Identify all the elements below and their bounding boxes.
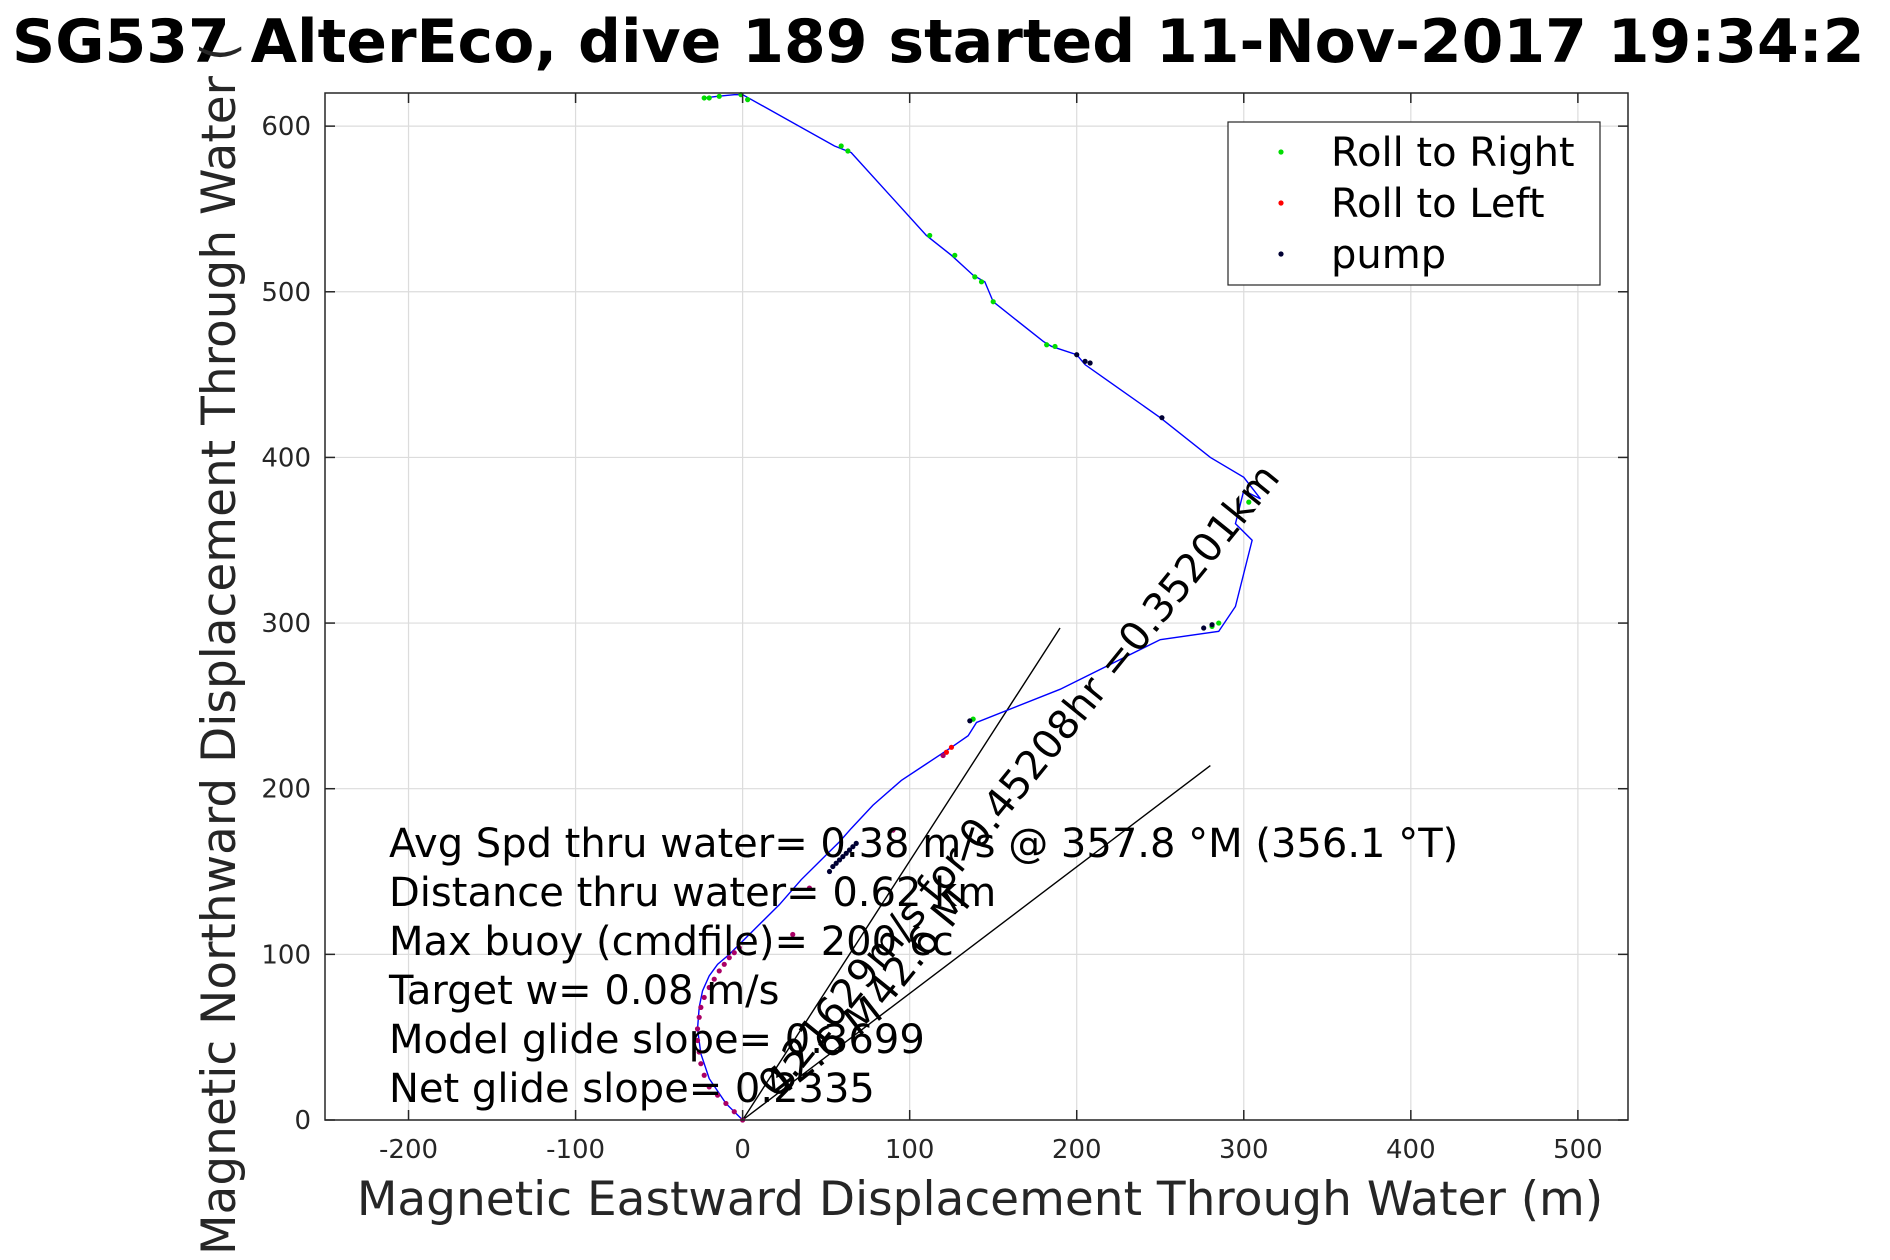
- point-roll-to-right: [978, 279, 985, 285]
- point-roll-to-right: [745, 97, 751, 103]
- point-misc: [731, 950, 737, 956]
- point-roll-to-left: [948, 744, 955, 750]
- point-pump: [830, 863, 836, 870]
- point-misc: [714, 1092, 721, 1098]
- point-misc: [701, 1072, 707, 1078]
- point-misc: [726, 955, 732, 961]
- point-misc: [701, 994, 707, 1001]
- legend: Roll to Right Roll to Left pump: [1227, 121, 1601, 286]
- point-roll-to-right: [845, 148, 851, 154]
- point-roll-to-right: [716, 93, 722, 99]
- point-misc: [696, 1014, 702, 1020]
- x-tick-label: 100: [885, 1135, 935, 1165]
- legend-label: Roll to Right: [1331, 130, 1575, 176]
- legend-label: Roll to Left: [1331, 181, 1545, 227]
- point-pump: [1209, 622, 1215, 628]
- annotation-line: Avg Spd thru water= 0.38 m/s @ 357.8 °M …: [389, 821, 1458, 867]
- point-pump: [836, 857, 843, 863]
- x-axis-label: Magnetic Eastward Displacement Through W…: [357, 1172, 1603, 1227]
- axis-ticks: -200 -100 0 100 200 300 400 500 0 100 200 300 400 500…: [261, 93, 1628, 1165]
- chart-title: SG537 AlterEco, dive 189 started 11-Nov-…: [12, 7, 1865, 77]
- point-misc: [716, 968, 722, 974]
- point-misc: [706, 1084, 712, 1090]
- point-misc: [694, 1037, 701, 1044]
- point-pump: [967, 718, 973, 724]
- legend-marker: [1278, 149, 1284, 155]
- point-roll-to-right: [706, 95, 712, 101]
- annotation-line: Model glide slope= 0.3699: [389, 1017, 925, 1063]
- point-pump: [843, 850, 849, 856]
- point-misc: [696, 1049, 702, 1055]
- point-roll-to-right: [952, 252, 958, 258]
- point-pump: [1087, 360, 1093, 366]
- point-misc: [890, 827, 896, 833]
- y-tick-label: 500: [261, 278, 311, 308]
- x-tick-label: 400: [1386, 1135, 1436, 1165]
- point-roll-to-right: [1044, 342, 1050, 348]
- legend-box: [1227, 121, 1601, 286]
- annotation-line: Distance thru water= 0.62 km: [389, 870, 996, 916]
- point-misc: [711, 976, 717, 982]
- data-series: [694, 92, 1262, 1123]
- reference-line: [742, 764, 1211, 1121]
- y-tick-label: 400: [261, 443, 311, 473]
- point-pump: [853, 840, 859, 846]
- x-tick-label: -200: [379, 1135, 438, 1165]
- point-roll-to-right: [990, 299, 996, 305]
- annotations: Avg Spd thru water= 0.38 m/s @ 357.8 °M …: [388, 456, 1458, 1112]
- point-roll-to-right: [927, 232, 933, 239]
- x-tick-label: 500: [1553, 1135, 1603, 1165]
- point-misc: [731, 1109, 737, 1115]
- x-tick-label: 0: [734, 1135, 751, 1165]
- point-roll-to-right: [1246, 499, 1252, 505]
- point-pump: [1082, 358, 1088, 364]
- x-tick-label: 300: [1219, 1135, 1269, 1165]
- point-roll-to-right: [1216, 620, 1222, 626]
- point-misc: [940, 752, 946, 759]
- y-axis-label: Magnetic Northward Displacement Through …: [192, 43, 247, 1255]
- annotation-line: Target w= 0.08 m/s: [388, 968, 779, 1014]
- point-pump: [850, 844, 856, 850]
- point-misc: [736, 945, 742, 951]
- y-tick-label: 600: [261, 112, 311, 142]
- point-roll-to-left: [943, 749, 950, 755]
- annotation-line: Net glide slope= 0.2335: [389, 1066, 875, 1112]
- point-pump: [1201, 625, 1207, 631]
- y-tick-label: 200: [261, 775, 311, 805]
- point-misc: [806, 885, 813, 891]
- point-misc: [706, 984, 712, 991]
- point-pump: [840, 854, 846, 860]
- legend-label: pump: [1331, 232, 1446, 278]
- y-tick-label: 100: [261, 940, 311, 970]
- point-pump: [833, 860, 839, 866]
- y-tick-label: 0: [294, 1106, 311, 1136]
- point-roll-to-right: [1052, 343, 1058, 350]
- x-tick-label: 200: [1052, 1135, 1102, 1165]
- point-misc: [721, 961, 727, 967]
- legend-marker: [1278, 251, 1284, 257]
- legend-marker: [1278, 200, 1284, 206]
- point-pump: [826, 868, 833, 875]
- y-tick-label: 300: [261, 609, 311, 639]
- point-misc: [790, 931, 796, 938]
- point-misc: [698, 1061, 704, 1067]
- x-tick-label: -100: [546, 1135, 605, 1165]
- point-pump: [846, 847, 853, 853]
- point-pump: [1159, 415, 1165, 421]
- rotated-annotation: 0.21629m/s for 0.45208hr =0.35201km: [750, 456, 1289, 1107]
- point-roll-to-right: [838, 143, 844, 149]
- annotation-line: Max buoy (cmdfile)= 200 cc: [389, 919, 954, 965]
- point-misc: [698, 1004, 704, 1010]
- point-pump: [1074, 352, 1080, 358]
- plot-frame: [324, 92, 1629, 1121]
- point-misc: [723, 1100, 729, 1107]
- point-roll-to-right: [701, 95, 707, 101]
- point-misc: [694, 1026, 701, 1032]
- point-roll-to-right: [972, 274, 978, 280]
